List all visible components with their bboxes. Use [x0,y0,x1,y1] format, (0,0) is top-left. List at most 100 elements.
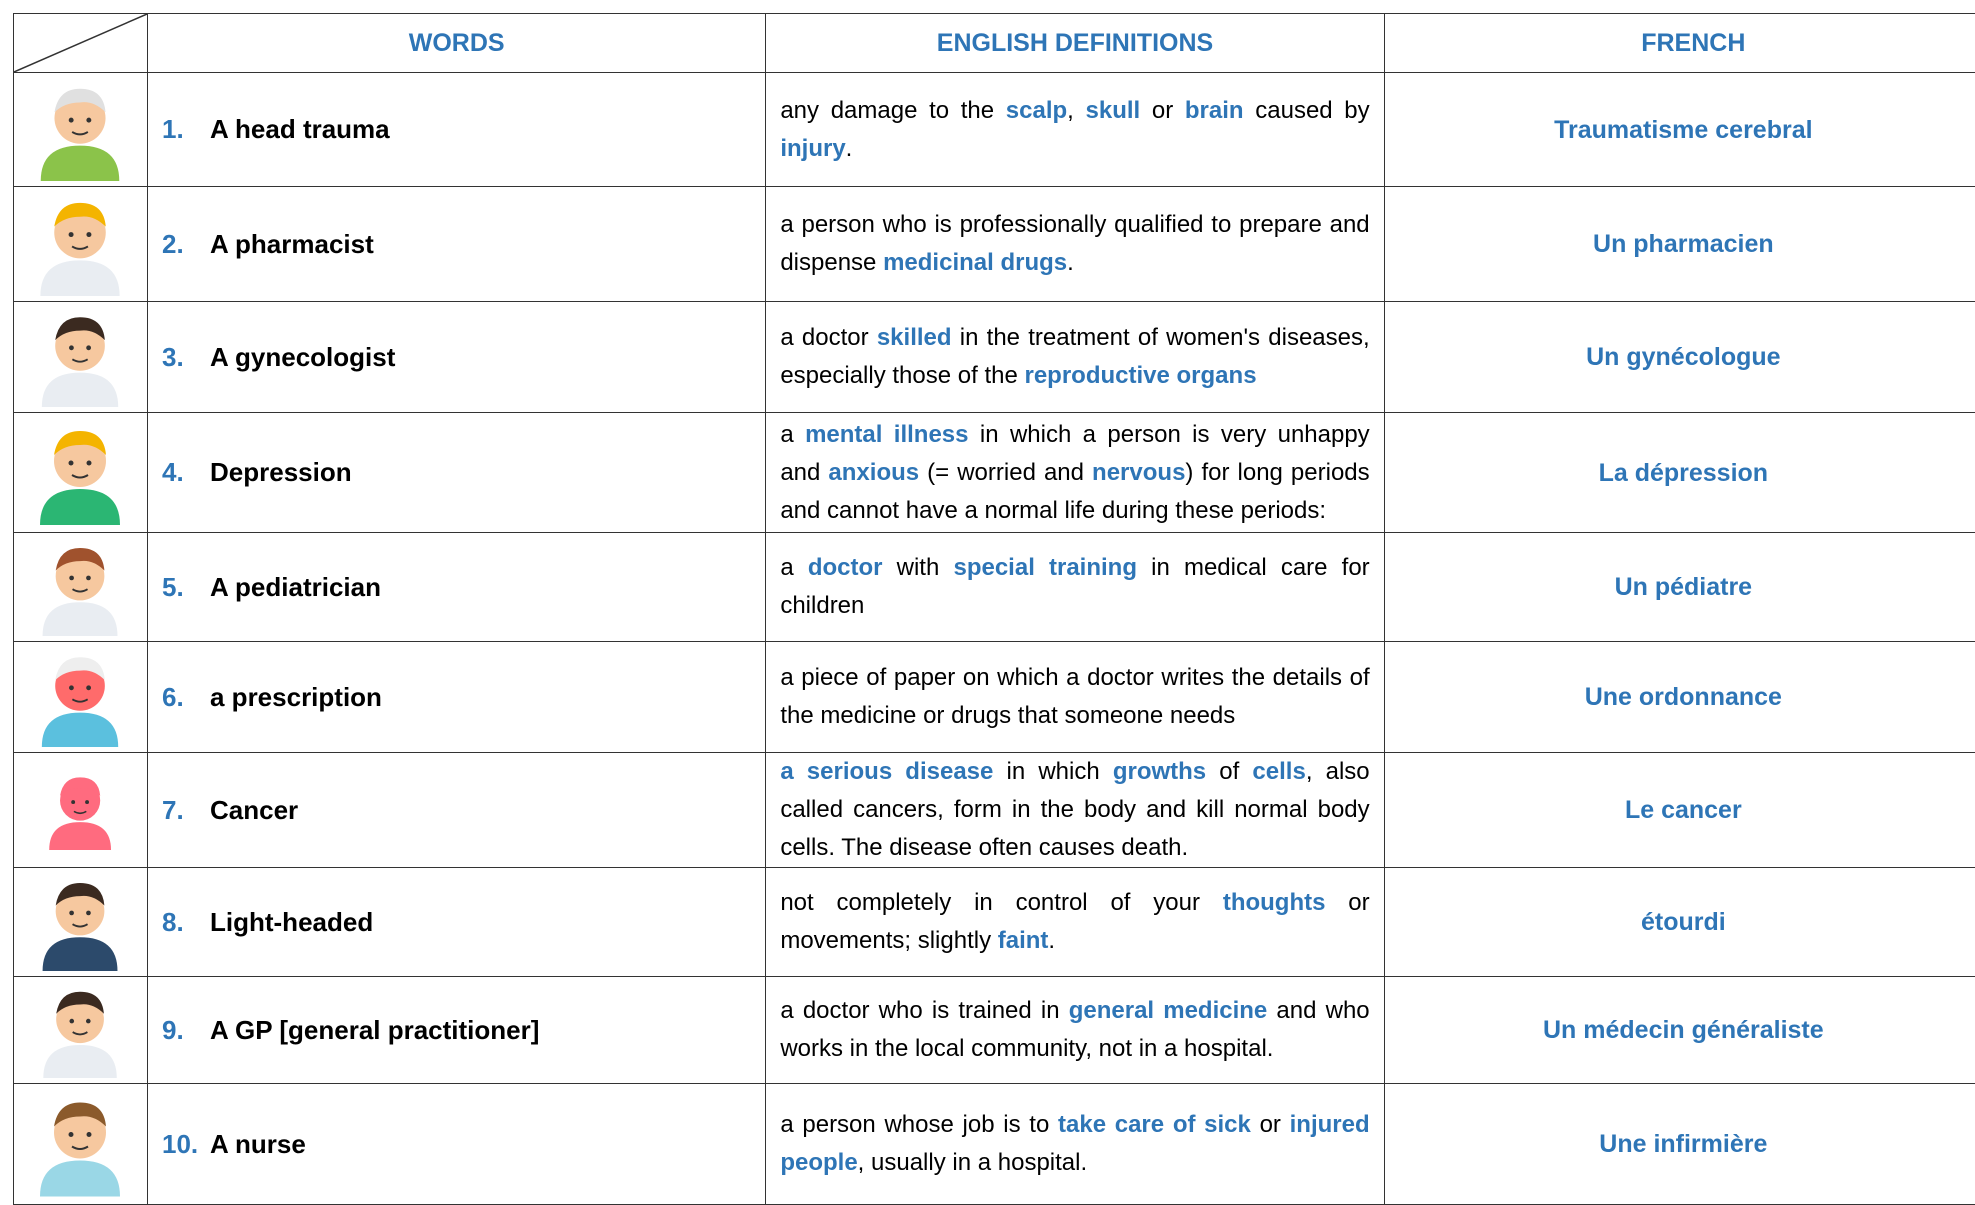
key-term: scalp [1006,97,1067,124]
definition-text: a [780,421,805,448]
icon [14,642,147,747]
key-term: skilled [877,324,952,351]
word-cell: 4.Depression [148,413,766,533]
french-cell: Un médecin généraliste [1384,977,1975,1084]
definition-text: a [780,554,808,581]
icon [14,765,147,850]
french-cell: Un pharmacien [1384,187,1975,302]
item-number: 9. [162,1015,210,1046]
icon [14,868,147,971]
definition-text: or [1251,1111,1290,1138]
key-term: thoughts [1223,889,1326,916]
icon-cell [14,533,148,642]
definition-text: a doctor who is trained in [780,997,1068,1024]
french-cell: Traumatisme cerebral [1384,73,1975,187]
french-cell: Une infirmière [1384,1084,1975,1205]
icon-cell [14,73,148,187]
key-term: injury [780,135,845,162]
row: 3.A gynecologist a doctor skilled in the … [14,302,1975,413]
definition-cell: not completely in control of your though… [766,868,1384,977]
key-term: medicinal drugs [883,249,1067,276]
word-cell: 9.A GP [general practitioner] [148,977,766,1084]
definition-text: , usually in a hospital. [858,1149,1087,1176]
icon-cell [14,1084,148,1205]
french-cell: Une ordonnance [1384,642,1975,753]
definition-cell: a person who is professionally qualified… [766,187,1384,302]
item-word: A nurse [210,1129,306,1159]
icon [14,1084,147,1199]
definition-cell: a piece of paper on which a doctor write… [766,642,1384,753]
french-cell: étourdi [1384,868,1975,977]
french-cell: Un pédiatre [1384,533,1975,642]
icon-cell [14,753,148,868]
item-word: Depression [210,457,352,487]
key-term: reproductive organs [1024,362,1256,389]
definition-text: , [1067,97,1085,124]
definition-text: a person who is professionally qualified… [780,211,1369,276]
definition-cell: a mental illness in which a person is ve… [766,413,1384,533]
word-cell: 2.A pharmacist [148,187,766,302]
item-word: A pediatrician [210,572,381,602]
row: 9.A GP [general practitioner]a doctor wh… [14,977,1975,1084]
definition-text: in which [993,758,1112,785]
definition-text: or [1140,97,1185,124]
item-word: Cancer [210,795,298,825]
definition-text: a doctor [780,324,877,351]
item-number: 3. [162,342,210,373]
definition-text: of [1206,758,1252,785]
icon [14,533,147,636]
word-cell: 1.A head trauma [148,73,766,187]
item-number: 10. [162,1129,210,1160]
item-word: A head trauma [210,114,390,144]
item-number: 4. [162,457,210,488]
header-cell: WORDS [148,14,766,73]
icon-cell [14,642,148,753]
key-term: mental illness [805,421,968,448]
item-word: a prescription [210,682,382,712]
word-cell: 8.Light-headed [148,868,766,977]
item-number: 5. [162,572,210,603]
key-term: faint [998,927,1049,954]
item-number: 7. [162,795,210,826]
row: 5.A pediatrician a doctor with special tr… [14,533,1975,642]
vocabulary-table: WORDS ENGLISH DEFINITIONS FRENCH 1.A hea… [13,13,1975,1205]
key-term: skull [1086,97,1141,124]
key-term: take care of sick [1058,1111,1251,1138]
key-term: a serious disease [780,758,993,785]
key-term: anxious [828,459,919,486]
definition-cell: a doctor skilled in the treatment of wom… [766,302,1384,413]
french-cell: Le cancer [1384,753,1975,868]
definition-cell: any damage to the scalp, skull or brain … [766,73,1384,187]
definition-text: (= worried and [919,459,1092,486]
definition-text: with [883,554,954,581]
key-term: general medicine [1069,997,1268,1024]
definition-cell: a doctor with special training in medica… [766,533,1384,642]
icon [14,413,147,527]
definition-text: a person whose job is to [780,1111,1058,1138]
table-header: WORDS ENGLISH DEFINITIONS FRENCH [14,14,1975,73]
page: WORDS ENGLISH DEFINITIONS FRENCH 1.A hea… [0,0,1975,1160]
definition-cell: a doctor who is trained in general medic… [766,977,1384,1084]
item-number: 2. [162,229,210,260]
french-cell: Un gynécologue [1384,302,1975,413]
word-cell: 6.a prescription [148,642,766,753]
item-word: Light-headed [210,907,373,937]
item-word: A gynecologist [210,342,395,372]
definition-cell: a serious disease in which growths of ce… [766,753,1384,868]
header-row: WORDS ENGLISH DEFINITIONS FRENCH [14,14,1975,73]
icon-cell [14,187,148,302]
corner-cell [14,14,148,73]
french-cell: La dépression [1384,413,1975,533]
icon-cell [14,302,148,413]
word-cell: 7.Cancer [148,753,766,868]
icon [14,977,147,1078]
word-cell: 10.A nurse [148,1084,766,1205]
definition-text: caused by [1244,97,1370,124]
definition-text: a piece of paper on which a doctor write… [780,664,1369,729]
